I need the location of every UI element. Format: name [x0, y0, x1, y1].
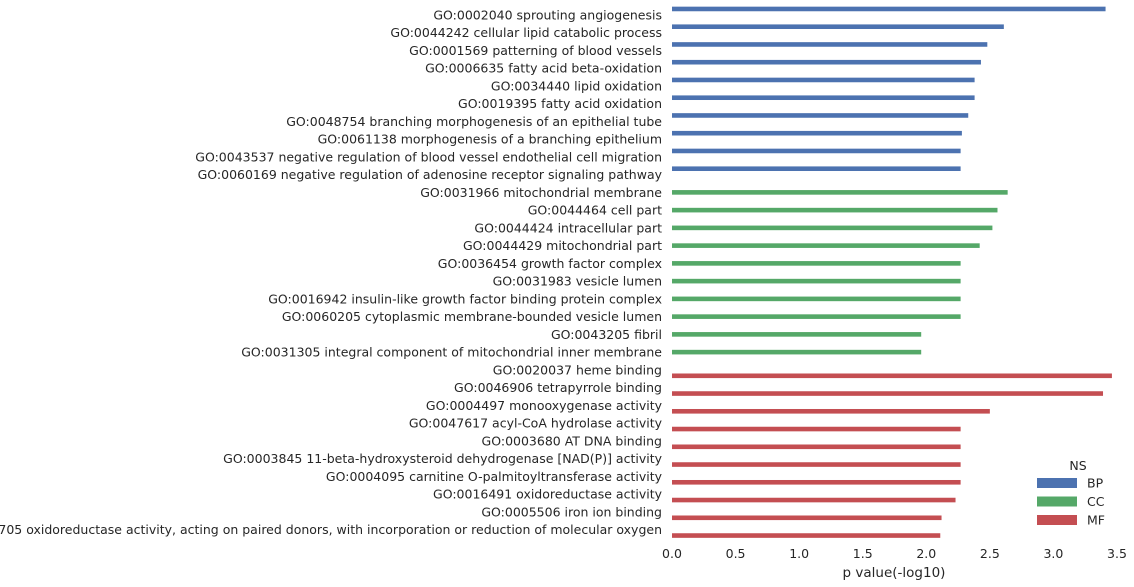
category-label: GO:0016942 insulin-like growth factor bi…: [268, 291, 662, 306]
bar-cc: [672, 225, 993, 231]
bar-cc: [672, 314, 961, 319]
x-tick-label: 3.5: [1107, 546, 1127, 561]
bar-cc: [672, 243, 980, 248]
legend-label-cc: CC: [1087, 494, 1105, 509]
category-label: GO:0004095 carnitine O-palmitoyltransfer…: [326, 469, 663, 484]
legend-title: NS: [1069, 458, 1086, 473]
category-label: GO:0048754 branching morphogenesis of an…: [286, 114, 662, 129]
category-label: GO:0016705 oxidoreductase activity, acti…: [0, 522, 662, 537]
bar-bp: [672, 130, 962, 136]
x-axis-label: p value(-log10): [843, 565, 946, 581]
category-label: GO:0031966 mitochondrial membrane: [420, 185, 662, 200]
category-labels-group: GO:0002040 sprouting angiogenesis GO:0044…: [0, 7, 663, 537]
bar-cc: [672, 296, 961, 302]
legend: NS BP CC MF: [1037, 458, 1105, 528]
category-label: GO:0047617 acyl-CoA hydrolase activity: [409, 416, 663, 431]
category-label: GO:0031305 integral component of mitocho…: [241, 345, 662, 360]
bar-bp: [672, 113, 969, 118]
bar-cc: [672, 278, 961, 284]
bar-mf: [672, 533, 941, 538]
category-label: GO:0016491 oxidoreductase activity: [433, 487, 663, 502]
category-label: GO:0034440 lipid oxidation: [491, 78, 662, 93]
bar-mf: [672, 373, 1112, 379]
category-label: GO:0002040 sprouting angiogenesis: [433, 7, 662, 22]
category-label: GO:0061138 morphogenesis of a branching …: [318, 132, 662, 147]
bar-cc: [672, 207, 998, 213]
x-tick-label: 0.0: [662, 546, 682, 561]
category-label: GO:0001569 patterning of blood vessels: [409, 43, 662, 58]
bars-group: [672, 6, 1112, 538]
bar-bp: [672, 77, 975, 83]
bar-bp: [672, 59, 981, 65]
legend-swatch-bp: [1037, 478, 1077, 488]
bar-cc: [672, 349, 922, 355]
legend-swatch-mf: [1037, 515, 1077, 525]
category-label: GO:0031983 vesicle lumen: [493, 274, 662, 289]
category-label: GO:0043205 fibril: [551, 327, 662, 342]
bar-mf: [672, 444, 961, 450]
bar-bp: [672, 42, 988, 47]
bar-mf: [672, 515, 942, 521]
x-tick-label: 3.0: [1043, 546, 1063, 561]
bar-cc: [672, 261, 961, 266]
category-label: GO:0060205 cytoplasmic membrane-bounded …: [282, 309, 662, 324]
category-label: GO:0003680 AT DNA binding: [482, 433, 662, 448]
x-tick-label: 1.5: [853, 546, 873, 561]
category-label: GO:0043537 negative regulation of blood …: [195, 149, 662, 164]
bar-mf: [672, 391, 1104, 396]
bar-mf: [672, 426, 961, 432]
category-label: GO:0019395 fatty acid oxidation: [458, 96, 662, 111]
bar-cc: [672, 332, 922, 337]
bar-bp: [672, 166, 961, 172]
category-label: GO:0036454 growth factor complex: [438, 256, 662, 271]
legend-swatch-cc: [1037, 496, 1077, 507]
category-label: GO:0004497 monooxygenase activity: [426, 398, 663, 413]
category-label: GO:0005506 iron ion binding: [481, 504, 662, 519]
category-label: GO:0044429 mitochondrial part: [463, 238, 662, 253]
category-label: GO:0003845 11-beta-hydroxysteroid dehydr…: [223, 451, 662, 466]
legend-label-bp: BP: [1087, 476, 1104, 491]
category-label: GO:0006635 fatty acid beta-oxidation: [425, 61, 662, 76]
category-label: GO:0044464 cell part: [528, 203, 662, 218]
bar-bp: [672, 6, 1106, 12]
bar-mf: [672, 408, 990, 414]
bar-mf: [672, 479, 961, 485]
bar-mf: [672, 462, 961, 467]
x-tick-labels-group: 0.0 0.5 1.0 1.5 2.0 2.5 3.0 3.5: [662, 546, 1127, 561]
category-label: GO:0044424 intracellular part: [474, 220, 662, 235]
x-tick-label: 1.0: [789, 546, 809, 561]
bar-bp: [672, 24, 1004, 30]
category-label: GO:0060169 negative regulation of adenos…: [198, 167, 663, 182]
x-tick-label: 2.0: [916, 546, 936, 561]
bar-cc: [672, 190, 1008, 195]
category-label: GO:0046906 tetrapyrrole binding: [454, 380, 662, 395]
x-tick-label: 2.5: [980, 546, 1000, 561]
legend-label-mf: MF: [1087, 513, 1105, 528]
bar-bp: [672, 95, 975, 101]
x-tick-label: 0.5: [726, 546, 746, 561]
bar-bp: [672, 148, 961, 154]
category-label: GO:0020037 heme binding: [493, 362, 662, 377]
bar-mf: [672, 497, 956, 503]
category-label: GO:0044242 cellular lipid catabolic proc…: [390, 25, 662, 40]
